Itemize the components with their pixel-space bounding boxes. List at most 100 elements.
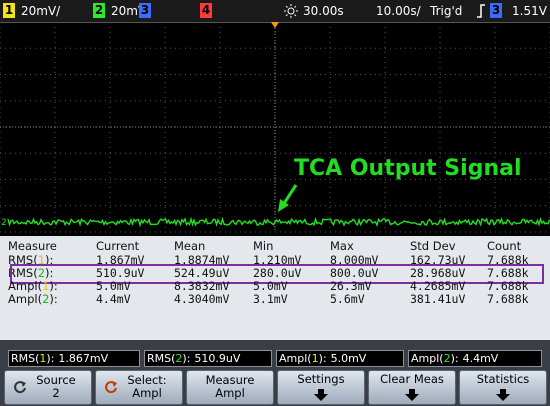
- channel-number: 3: [139, 3, 151, 18]
- column-header: Max: [330, 239, 354, 253]
- channel-marker: 2: [1, 218, 7, 228]
- measure-label: Ampl(2):: [8, 293, 58, 306]
- label-part: Ampl(: [8, 279, 43, 293]
- icon-part: [405, 389, 419, 401]
- softkey-label: Clear Meas: [369, 373, 455, 386]
- measure-value: 7.688k: [487, 279, 529, 293]
- channel-number: 2: [93, 3, 105, 18]
- softkey-label: Measure Ampl: [187, 374, 273, 400]
- down-arrow: [496, 389, 510, 401]
- time-icon: [284, 4, 298, 18]
- icon-part: [294, 14, 297, 17]
- label-part: 2: [37, 266, 46, 280]
- label-part: ):: [45, 266, 54, 280]
- label-part: 1: [39, 352, 47, 365]
- measure-value: 7.688k: [487, 266, 529, 280]
- label-part: RMS(: [11, 352, 40, 365]
- label-part: 1: [311, 352, 319, 365]
- measure-value: 1.867mV: [96, 253, 145, 267]
- icon-part: [294, 5, 297, 8]
- label-part: 1: [42, 279, 50, 293]
- measure-value: 280.0uV: [253, 266, 302, 280]
- softkey[interactable]: Measure Ampl: [186, 370, 274, 405]
- softkey-line: Settings: [297, 372, 345, 386]
- trigger-marker: [271, 22, 279, 28]
- softkey[interactable]: Source 2: [4, 370, 92, 405]
- measure-value: 5.0mV: [96, 279, 131, 293]
- column-header: Measure: [8, 239, 57, 253]
- trigger-state: Trig'd: [430, 4, 463, 18]
- label-part: Ampl(: [279, 352, 312, 365]
- softkey-line: Ampl: [132, 386, 162, 400]
- measure-value: 4.2685mV: [410, 279, 466, 293]
- measure-value: 8.000mV: [330, 253, 379, 267]
- channel-scale: 20mV/: [21, 4, 61, 18]
- status-bar: 1 20mV/2 20mV/3 4 30.00s 10.00s/Trig'd 3 1.51V: [0, 0, 550, 23]
- softkey-label: Statistics: [460, 373, 546, 386]
- softkey-line: Statistics: [476, 372, 530, 386]
- annotation-arrow: [281, 184, 298, 206]
- measurement-readout: RMS(1): 1.867mV: [8, 350, 140, 367]
- softkey[interactable]: Clear Meas: [368, 370, 456, 405]
- channel-number: 1: [3, 3, 15, 18]
- label-part: 1: [37, 253, 46, 267]
- measure-value: 1.8874mV: [174, 253, 230, 267]
- down-arrow: [314, 389, 328, 401]
- column-header: Min: [253, 239, 274, 253]
- measure-value: 8.3832mV: [174, 279, 230, 293]
- label-part: ):: [450, 352, 459, 365]
- delay: 30.00s: [303, 4, 344, 18]
- measure-value: 7.688k: [487, 292, 529, 306]
- icon-part: [314, 389, 328, 401]
- measure-value: 1.210mV: [253, 253, 302, 267]
- measure-value: 3.1mV: [253, 292, 288, 306]
- icon-part: [477, 4, 485, 18]
- trigger-level: 1.51V: [512, 4, 547, 18]
- readout-value: 4.4mV: [462, 352, 499, 365]
- measurement-readout: Ampl(1): 5.0mV: [276, 350, 404, 367]
- measure-value: 381.41uV: [410, 292, 466, 306]
- label-part: ):: [182, 352, 191, 365]
- label-part: ):: [318, 352, 327, 365]
- measure-value: 800.0uV: [330, 266, 379, 280]
- softkey-line: Ampl: [215, 386, 245, 400]
- icon-part: [21, 381, 26, 387]
- softkey-line: Source: [36, 373, 76, 387]
- measure-value: 5.0mV: [253, 279, 288, 293]
- measurement-readout: Ampl(2): 4.4mV: [408, 350, 542, 367]
- softkey[interactable]: Select: Ampl: [95, 370, 183, 405]
- measure-value: 5.6mV: [330, 292, 365, 306]
- icon-part: [105, 381, 117, 394]
- icon-part: [285, 5, 288, 8]
- softkey[interactable]: Statistics: [459, 370, 547, 405]
- label-part: RMS(: [8, 253, 38, 267]
- measure-label: RMS(1):: [8, 254, 53, 267]
- measure-value: 7.688k: [487, 253, 529, 267]
- annotation-arrowhead: [278, 199, 289, 212]
- label-part: RMS(: [8, 266, 38, 280]
- label-part: ):: [45, 253, 54, 267]
- label-part: RMS(: [147, 352, 176, 365]
- label-part: 2: [42, 292, 50, 306]
- label-part: ):: [46, 352, 55, 365]
- measure-value: 524.49uV: [174, 266, 230, 280]
- readout-value: 510.9uV: [194, 352, 241, 365]
- softkey[interactable]: Settings: [277, 370, 365, 405]
- icon-part: [14, 381, 26, 394]
- measure-value: 28.968uV: [410, 266, 466, 280]
- label-part: 2: [443, 352, 451, 365]
- trigger-slope-icon: [477, 4, 485, 18]
- column-header: Std Dev: [410, 239, 456, 253]
- timebase: 10.00s/: [376, 4, 421, 18]
- cycle-icon: [14, 381, 26, 394]
- softkey-line: Measure: [205, 373, 255, 387]
- measure-value: 510.9uV: [96, 266, 145, 280]
- channel-number: 4: [200, 3, 212, 18]
- readout-value: 5.0mV: [330, 352, 367, 365]
- softkey-label: Select: Ampl: [96, 374, 182, 400]
- measure-label: RMS(2):: [8, 267, 53, 280]
- waveform-display: 2: [0, 22, 550, 233]
- label-part: Ampl(: [411, 352, 444, 365]
- label-part: ):: [49, 292, 58, 306]
